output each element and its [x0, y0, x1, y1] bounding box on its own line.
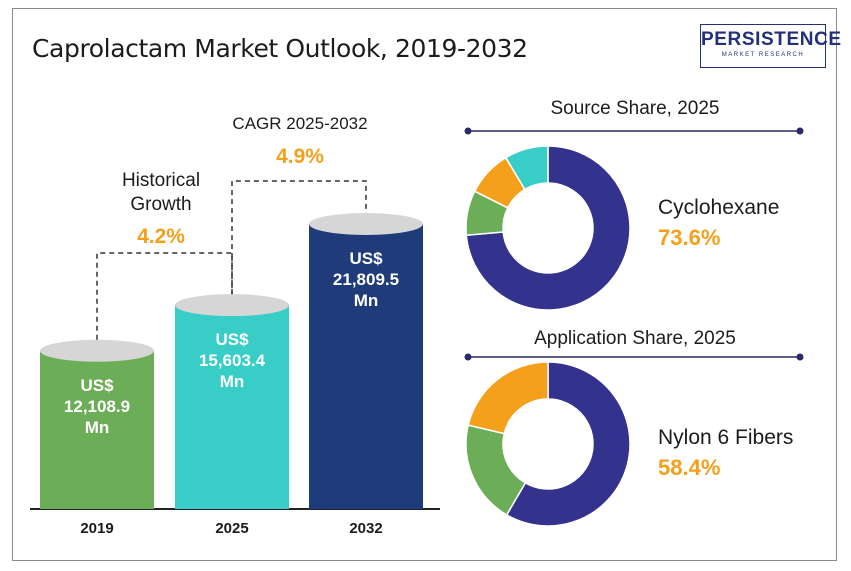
bar-top-cap — [175, 294, 289, 317]
logo-wordmark: PERSISTENCE — [701, 29, 842, 50]
bar-value-label: 15,603.4 — [199, 351, 266, 370]
annotation-value: 4.2% — [137, 225, 185, 248]
application-share-rule-dot-left — [464, 353, 472, 361]
category-label: 2025 — [215, 520, 248, 537]
annotation-value: 4.9% — [276, 145, 324, 168]
source-share-slice — [465, 145, 631, 311]
historical-growth-connector — [96, 252, 233, 340]
application-share-highlight-value: 58.4% — [658, 455, 720, 480]
category-label: 2032 — [349, 520, 382, 537]
bar-value-label: Mn — [85, 418, 110, 437]
application-share-rule-dot-right — [796, 353, 804, 361]
bar-2032 — [309, 224, 423, 509]
application-share-slice — [505, 361, 631, 527]
application-share-highlight-label: Nylon 6 Fibers — [658, 426, 793, 449]
category-label: 2019 — [80, 520, 113, 537]
brand-logo: PERSISTENCE MARKET RESEARCH — [700, 24, 842, 68]
logo-tagline: MARKET RESEARCH — [721, 52, 805, 58]
bar-top-cap — [309, 213, 423, 235]
page-title: Caprolactam Market Outlook, 2019-2032 — [32, 34, 528, 63]
source-share-slice — [504, 145, 549, 191]
bar-value-label: US$ — [349, 249, 383, 268]
source-share-title: Source Share, 2025 — [550, 98, 719, 119]
application-share-slice — [467, 361, 549, 435]
bar-value-label: Mn — [354, 291, 379, 310]
source-share-highlight-label: Cyclohexane — [658, 196, 779, 219]
source-share-highlight-value: 73.6% — [658, 225, 720, 250]
annotation-label: Historical — [122, 170, 200, 191]
bar-top-cap — [40, 339, 154, 362]
annotation-label: Growth — [130, 194, 191, 215]
cagr-connector — [231, 180, 367, 295]
annotation-label: CAGR 2025-2032 — [232, 114, 367, 133]
bar-value-label: 12,108.9 — [64, 397, 130, 416]
bar-value-label: 21,809.5 — [333, 270, 399, 289]
bar-2019 — [40, 350, 154, 509]
bar-value-label: US$ — [215, 330, 249, 349]
bar-2025 — [175, 305, 289, 509]
application-share-title: Application Share, 2025 — [534, 328, 736, 349]
bar-value-label: Mn — [220, 372, 245, 391]
source-share-rule-dot-left — [464, 127, 472, 135]
source-share-rule-dot-right — [796, 127, 804, 135]
bar-value-label: US$ — [80, 376, 114, 395]
